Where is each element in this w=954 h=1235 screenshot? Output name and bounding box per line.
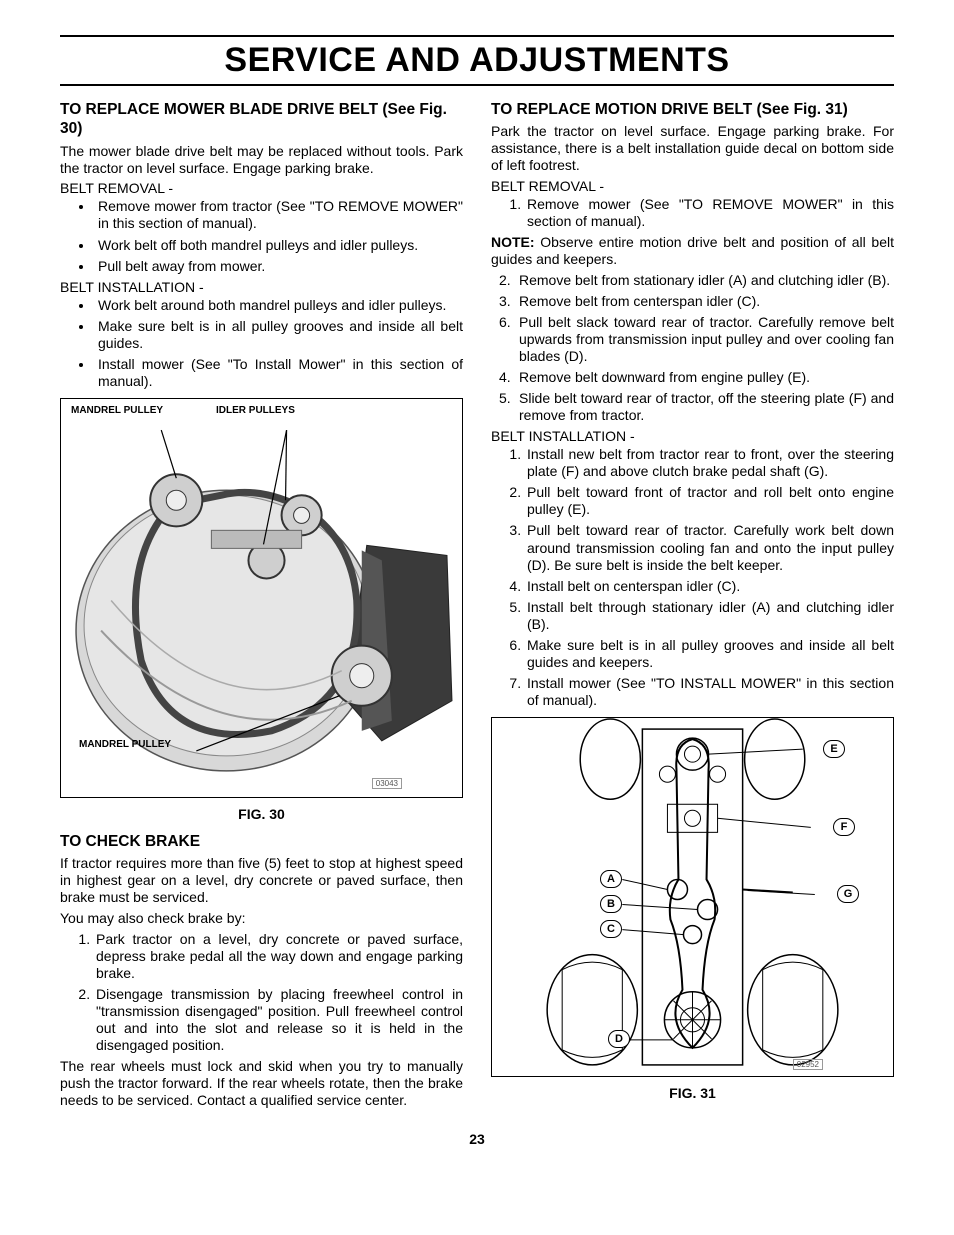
list-item: Remove mower from tractor (See "TO REMOV… [94,198,463,232]
fig31-label-g: G [837,885,859,903]
fig31-label-b: B [600,895,622,913]
list-item-text: Slide belt toward rear of tractor, off t… [519,390,894,424]
page-number: 23 [60,1131,894,1147]
subhead-belt-install: BELT INSTALLATION - [60,279,463,295]
para-brake-1: If tractor requires more than five (5) f… [60,855,463,905]
list-item: Disengage transmission by placing freewh… [94,986,463,1054]
fig31-label-a: A [600,870,622,888]
list-item: Remove mower (See "TO REMOVE MOWER" in t… [525,196,894,230]
fig-label-text: MANDREL PULLEY [71,405,163,416]
list-item: Pull belt away from mower. [94,258,463,275]
list-motion-install: Install new belt from tractor rear to fr… [491,446,894,709]
subhead-belt-removal: BELT REMOVAL - [60,180,463,196]
list-belt-install: Work belt around both mandrel pulleys an… [60,297,463,390]
list-brake-steps: Park tractor on a level, dry concrete or… [60,931,463,1055]
para-motion-intro: Park the tractor on level surface. Engag… [491,123,894,173]
subhead-motion-install: BELT INSTALLATION - [491,428,894,444]
list-item: Pull belt toward rear of tractor. Carefu… [525,522,894,573]
list-item: 6.Pull belt slack toward rear of tractor… [491,314,894,365]
fig30-label-mandrel-top: MANDREL PULLEY [71,405,163,416]
heading-replace-motion-belt: TO REPLACE MOTION DRIVE BELT (See Fig. 3… [491,100,894,119]
fig31-label-d: D [608,1030,630,1048]
list-item: Install new belt from tractor rear to fr… [525,446,894,480]
fig30-label-mandrel-bottom: MANDREL PULLEY [79,739,171,750]
figure-30: MANDREL PULLEY IDLER PULLEYS MANDREL PUL… [60,398,463,798]
fig31-drawing-id: 02952 [793,1059,823,1070]
para-brake-3: The rear wheels must lock and skid when … [60,1058,463,1108]
list-item-number: 6. [491,314,519,365]
list-item: Work belt off both mandrel pulleys and i… [94,237,463,254]
list-item-number: 4. [491,369,519,386]
figure-30-caption: FIG. 30 [60,806,463,822]
note-text: Observe entire motion drive belt and pos… [491,234,894,267]
list-item: Work belt around both mandrel pulleys an… [94,297,463,314]
page: SERVICE AND ADJUSTMENTS TO REPLACE MOWER… [0,0,954,1177]
list-item: 4.Remove belt downward from engine pulle… [491,369,894,386]
list-item: Make sure belt is in all pulley grooves … [525,637,894,671]
subhead-motion-removal: BELT REMOVAL - [491,178,894,194]
list-item-text: Remove belt from stationary idler (A) an… [519,272,894,289]
list-item-text: Remove belt downward from engine pulley … [519,369,894,386]
left-column: TO REPLACE MOWER BLADE DRIVE BELT (See F… [60,100,463,1113]
rule-bottom [60,84,894,86]
list-motion-removal-1: Remove mower (See "TO REMOVE MOWER" in t… [491,196,894,230]
page-title: SERVICE AND ADJUSTMENTS [60,41,894,80]
fig31-label-e: E [823,740,845,758]
list-item: 5.Slide belt toward rear of tractor, off… [491,390,894,424]
list-item: Install belt through stationary idler (A… [525,599,894,633]
fig31-label-c: C [600,920,622,938]
para-blade-belt-intro: The mower blade drive belt may be replac… [60,143,463,177]
figure-31-diagram [492,718,893,1076]
figure-31: E F A B C G D 02952 [491,717,894,1077]
list-item: Pull belt toward front of tractor and ro… [525,484,894,518]
list-item: 3.Remove belt from centerspan idler (C). [491,293,894,310]
list-item-text: Remove belt from centerspan idler (C). [519,293,894,310]
list-item-number: 5. [491,390,519,424]
heading-replace-blade-belt: TO REPLACE MOWER BLADE DRIVE BELT (See F… [60,100,463,139]
note-line: NOTE: Observe entire motion drive belt a… [491,234,894,268]
list-motion-removal-rest: 2.Remove belt from stationary idler (A) … [491,272,894,425]
fig30-label-idler: IDLER PULLEYS [216,405,295,416]
fig30-drawing-id: 03043 [372,778,402,789]
list-item: Make sure belt is in all pulley grooves … [94,318,463,352]
right-column: TO REPLACE MOTION DRIVE BELT (See Fig. 3… [491,100,894,1113]
fig31-label-f: F [833,818,855,836]
list-item: Install belt on centerspan idler (C). [525,578,894,595]
list-item: Install mower (See "TO INSTALL MOWER" in… [525,675,894,709]
para-brake-2: You may also check brake by: [60,910,463,927]
note-label: NOTE: [491,234,535,250]
heading-check-brake: TO CHECK BRAKE [60,832,463,851]
fig-label-text: MANDREL PULLEY [79,739,171,750]
list-item: Install mower (See "To Install Mower" in… [94,356,463,390]
figure-31-caption: FIG. 31 [491,1085,894,1101]
list-item: Park tractor on a level, dry concrete or… [94,931,463,982]
list-item: 2.Remove belt from stationary idler (A) … [491,272,894,289]
two-column-layout: TO REPLACE MOWER BLADE DRIVE BELT (See F… [60,100,894,1113]
fig-label-text: IDLER PULLEYS [216,405,295,416]
rule-top [60,35,894,37]
figure-30-diagram [61,399,462,797]
list-item-text: Pull belt slack toward rear of tractor. … [519,314,894,365]
list-item-number: 3. [491,293,519,310]
list-item-number: 2. [491,272,519,289]
list-belt-removal: Remove mower from tractor (See "TO REMOV… [60,198,463,274]
